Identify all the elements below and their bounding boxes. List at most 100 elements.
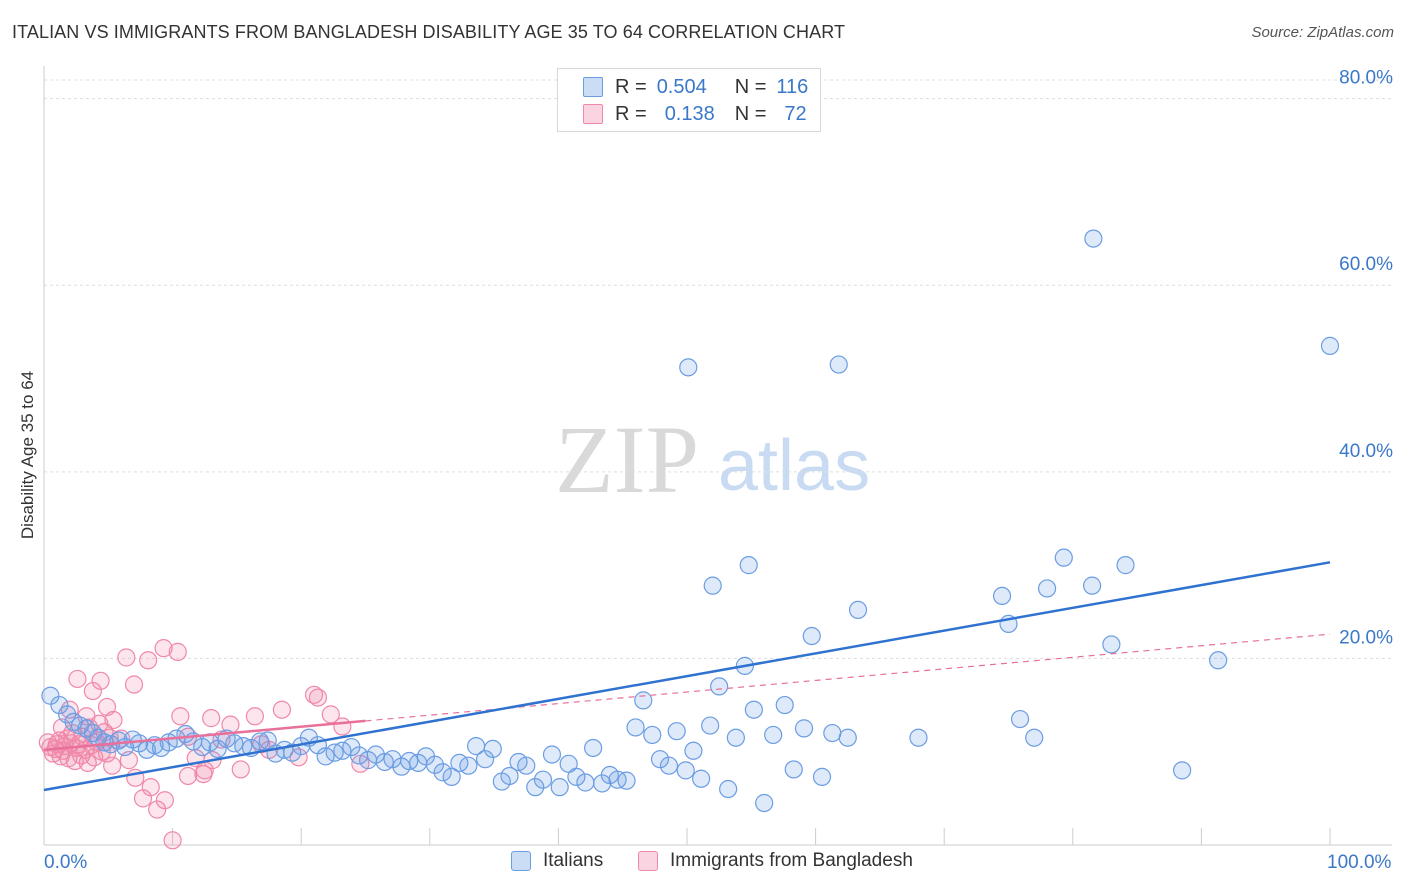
point-italians <box>848 600 868 620</box>
watermark-atlas: atlas <box>718 426 870 506</box>
point-italians <box>1209 651 1228 670</box>
point-bangladesh <box>163 831 182 850</box>
point-bangladesh <box>139 651 158 670</box>
trend-line-italians <box>43 561 1331 792</box>
legend-label-bangladesh: Immigrants from Bangladesh <box>670 850 913 871</box>
point-italians <box>1054 548 1073 567</box>
point-bangladesh <box>245 707 265 726</box>
point-italians <box>1037 579 1057 598</box>
point-italians <box>703 576 722 595</box>
point-italians <box>567 767 586 786</box>
point-italians <box>775 695 794 715</box>
point-italians <box>584 738 603 758</box>
point-bangladesh <box>117 648 136 667</box>
point-bangladesh <box>83 681 102 701</box>
point-bangladesh <box>103 756 122 775</box>
legend-n-value: 116 <box>776 75 809 98</box>
point-italians <box>812 767 832 786</box>
point-bangladesh <box>333 717 352 736</box>
point-italians <box>316 747 335 766</box>
point-bangladesh <box>171 707 190 726</box>
point-italians <box>1082 576 1102 595</box>
legend-r-label: R = <box>615 102 647 125</box>
y-tick-label: 60.0% <box>1339 254 1393 275</box>
point-italians <box>992 586 1012 606</box>
source-label: Source: ZipAtlas.com <box>1251 24 1394 41</box>
legend-swatch-bangladesh <box>638 851 658 871</box>
point-italians <box>1025 728 1044 747</box>
point-italians <box>533 770 553 789</box>
trend-line-bangladesh-dashed <box>365 633 1331 722</box>
point-italians <box>1116 556 1135 575</box>
point-italians <box>726 728 745 747</box>
y-tick-labels: 20.0% 40.0% 60.0% 80.0% <box>1339 68 1393 649</box>
point-italians <box>643 725 662 745</box>
legend-swatch-bangladesh <box>583 104 603 124</box>
point-italians <box>333 741 352 760</box>
point-italians <box>823 723 842 743</box>
point-italians <box>517 756 536 775</box>
point-italians <box>442 767 461 786</box>
legend-swatch-italians <box>583 77 603 97</box>
point-bangladesh <box>154 639 173 658</box>
y-tick-label: 20.0% <box>1339 627 1393 648</box>
point-italians <box>475 750 495 769</box>
legend-r-label: R = <box>615 75 647 98</box>
point-italians <box>650 750 670 769</box>
point-bangladesh <box>231 760 250 779</box>
x-tick-max: 100.0% <box>1327 852 1392 873</box>
point-italians <box>208 739 227 759</box>
point-bangladesh <box>141 778 160 797</box>
chart-title: ITALIAN VS IMMIGRANTS FROM BANGLADESH DI… <box>12 22 846 42</box>
point-italians <box>459 756 478 775</box>
point-italians <box>50 695 69 715</box>
y-tick-label: 40.0% <box>1339 441 1393 462</box>
series-legend: Italians Immigrants from Bangladesh <box>0 850 1406 878</box>
point-italians <box>679 358 698 377</box>
point-italians <box>692 769 711 788</box>
point-italians <box>400 751 419 771</box>
series-italians-points <box>41 229 1340 813</box>
point-bangladesh <box>195 761 214 780</box>
point-italians <box>838 728 857 747</box>
point-italians <box>483 739 502 759</box>
point-italians <box>659 756 679 775</box>
point-italians <box>500 766 519 786</box>
point-italians <box>667 722 686 741</box>
point-italians <box>701 716 720 735</box>
axes <box>43 66 1392 846</box>
point-bangladesh <box>178 766 198 786</box>
point-italians <box>829 355 848 374</box>
point-italians <box>802 626 821 646</box>
point-italians <box>744 700 763 719</box>
point-bangladesh <box>155 791 174 810</box>
point-italians <box>764 725 783 745</box>
point-bangladesh <box>202 709 221 728</box>
point-italians <box>1084 229 1103 248</box>
watermark-zip: ZIP <box>555 406 699 513</box>
point-italians <box>1320 336 1340 355</box>
point-bangladesh <box>148 800 167 819</box>
point-italians <box>909 728 928 747</box>
legend-n-value: 72 <box>784 102 807 125</box>
point-italians <box>684 741 703 760</box>
legend-item-italians: Italians <box>511 850 603 872</box>
legend-n-label: N = <box>734 102 767 125</box>
legend-label-italians: Italians <box>543 850 604 871</box>
legend-r-value: 0.138 <box>664 102 715 125</box>
gridlines <box>44 79 1392 659</box>
point-italians <box>794 719 814 738</box>
legend-item-bangladesh: Immigrants from Bangladesh <box>638 850 913 872</box>
point-italians <box>250 732 270 751</box>
series-bangladesh-points <box>38 639 370 850</box>
point-italians <box>425 755 445 774</box>
y-tick-label: 80.0% <box>1339 68 1393 89</box>
point-bangladesh <box>168 642 187 661</box>
point-italians <box>634 691 653 710</box>
point-italians <box>676 761 695 780</box>
point-italians <box>739 556 758 575</box>
point-italians <box>626 718 645 737</box>
legend-r-value: 0.504 <box>656 75 707 98</box>
legend-n-label: N = <box>734 75 767 98</box>
